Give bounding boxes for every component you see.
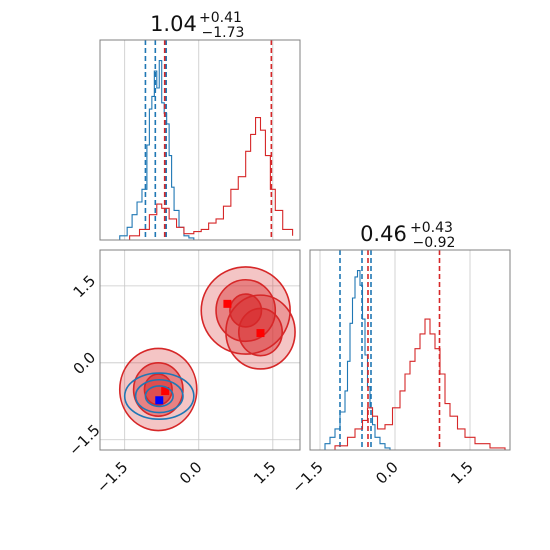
- contour-level: [134, 378, 184, 414]
- histogram-series-2: [114, 117, 294, 241]
- hist-panel-1: 1.04 +0.41 −1.73: [99, 7, 301, 241]
- x-tick-label: 0.0: [176, 458, 206, 488]
- contour-level: [123, 372, 195, 421]
- contour-level: [144, 385, 174, 408]
- contour-level: [143, 373, 173, 406]
- marker-point: [161, 387, 170, 396]
- y-tick-label: 0.0: [70, 348, 100, 378]
- x-tick-label: −1.5: [93, 458, 131, 496]
- histogram-series-1: [112, 60, 195, 241]
- title-upper-error: +0.41: [199, 10, 242, 26]
- joint-panel: −1.5 0.0 1.5 −1.5 0.0 1.5: [65, 249, 301, 497]
- x-tick-label: 0.0: [372, 458, 402, 488]
- title-upper-error: +0.43: [410, 220, 453, 236]
- panel-frame: [99, 249, 301, 451]
- marker-point: [155, 396, 164, 405]
- title-lower-error: −1.73: [202, 25, 245, 41]
- y-tick-label: 1.5: [70, 272, 100, 302]
- marker-point: [256, 329, 265, 338]
- panel-title-2: 0.46 +0.43 −0.92: [360, 217, 458, 251]
- contour-level: [229, 293, 263, 328]
- panel-frame: [99, 39, 301, 241]
- marker-point: [223, 299, 232, 308]
- y-tick-label: −1.5: [65, 421, 103, 459]
- x-tick-label: 1.5: [447, 458, 477, 488]
- x-tick-label: −1.5: [288, 458, 326, 496]
- title-value: 1.04: [150, 12, 197, 36]
- title-value: 0.46: [360, 222, 407, 246]
- x-tick-label: 1.5: [250, 458, 280, 488]
- title-lower-error: −0.92: [413, 235, 456, 251]
- hist-panel-2: 0.46 +0.43 −0.92 −1.5 0.0 1.5: [288, 217, 511, 497]
- histogram-series-1: [317, 270, 391, 451]
- histogram-series-2: [315, 318, 506, 451]
- panel-title-1: 1.04 +0.41 −1.73: [150, 7, 247, 41]
- panel-frame: [309, 249, 511, 451]
